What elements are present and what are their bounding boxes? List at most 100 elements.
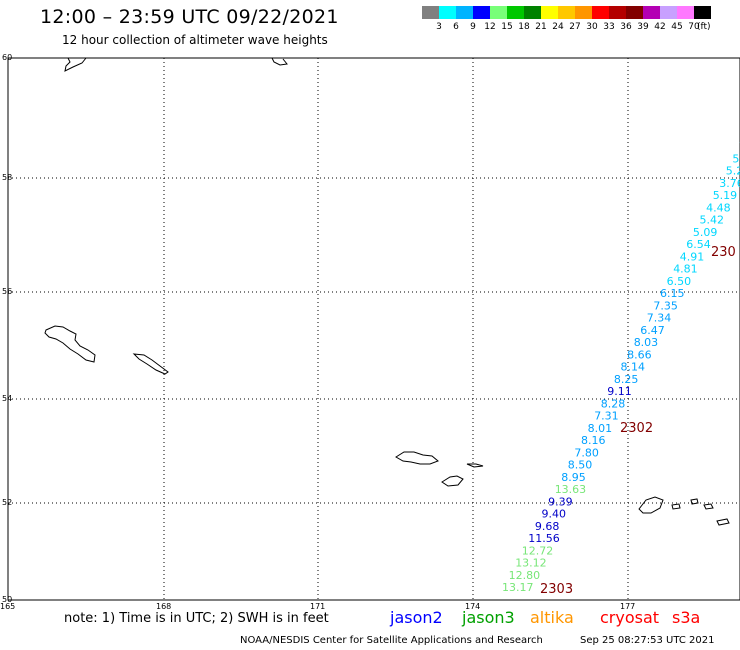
- colorbar-swatch: [575, 6, 592, 19]
- wave-height-value: 8.25: [614, 373, 639, 386]
- colorbar-unit: (ft): [697, 22, 711, 32]
- wave-height-value: 13.17: [502, 581, 534, 594]
- colorbar-label: 9: [470, 22, 476, 32]
- wave-height-value: 7.80: [574, 446, 599, 459]
- colorbar-label: 45: [671, 22, 683, 32]
- longitude-label: 168: [156, 602, 172, 611]
- colorbar-swatch: [439, 6, 456, 19]
- wave-height-value: 8.95: [561, 471, 586, 484]
- wave-height-value: 9.11: [607, 385, 632, 398]
- colorbar-swatch: [422, 6, 439, 19]
- colorbar-swatch: [473, 6, 490, 19]
- attu-island: [44, 325, 96, 363]
- wave-height-value: 9.39: [548, 495, 573, 508]
- wave-height-value: 9.68: [535, 520, 560, 533]
- wave-height-value: 4.48: [706, 201, 731, 214]
- page-title: 12:00 – 23:59 UTC 09/22/2021: [40, 6, 339, 28]
- colorbar-label: 27: [569, 22, 581, 32]
- wave-height-value: 13.63: [555, 483, 587, 496]
- wave-height-value: 8.66: [627, 348, 652, 361]
- colorbar-label: 18: [518, 22, 530, 32]
- kiska-island: [395, 451, 439, 465]
- wave-height-value: 8.03: [634, 336, 659, 349]
- latitude-label: 50: [2, 595, 13, 604]
- satellite-track: 7.5.5.203.765.194.485.425.096.544.914.81…: [502, 140, 740, 594]
- colorbar-label: 3: [436, 22, 442, 32]
- wave-height-value: 4.91: [680, 250, 705, 263]
- colorbar-label: 39: [637, 22, 649, 32]
- note-text: note: 1) Time is in UTC; 2) SWH is in fe…: [64, 611, 329, 626]
- atka-islet-4: [716, 518, 730, 526]
- colorbar-swatch: [643, 6, 660, 19]
- longitude-label: 171: [310, 602, 326, 611]
- generated-timestamp: Sep 25 08:27:53 UTC 2021: [580, 635, 715, 646]
- colorbar-swatch: [524, 6, 541, 19]
- colorbar-label: 15: [501, 22, 513, 32]
- colorbar-label: 12: [484, 22, 496, 32]
- colorbar-swatch: [507, 6, 524, 19]
- wave-height-value: 12.72: [522, 544, 554, 557]
- colorbar-label: 36: [620, 22, 632, 32]
- agattu-island: [132, 353, 169, 375]
- wave-height-value: 11.56: [528, 532, 560, 545]
- page-subtitle: 12 hour collection of altimeter wave hei…: [62, 33, 328, 47]
- satellite-name-jason3: jason3: [462, 608, 515, 627]
- colorbar-swatch: [660, 6, 677, 19]
- wave-height-value: 13.12: [515, 557, 547, 570]
- colorbar-label: 42: [654, 22, 666, 32]
- wave-height-value: 5.: [732, 152, 740, 165]
- colorbar-swatch: [456, 6, 473, 19]
- wave-height-value: 7.35: [653, 299, 678, 312]
- colorbar-label: 24: [552, 22, 564, 32]
- wave-height-value: 4.81: [673, 263, 698, 276]
- colorbar-swatch: [626, 6, 643, 19]
- latitude-label: 52: [2, 498, 13, 507]
- wave-height-value: 9.40: [542, 508, 567, 521]
- wave-height-value: 5.09: [693, 226, 718, 239]
- wave-height-value: 3.76: [719, 177, 740, 190]
- track-time-label: 2302: [620, 421, 653, 436]
- map-frame: [7, 57, 740, 601]
- atka-islet-2: [690, 498, 699, 505]
- colorbar-label: 30: [586, 22, 598, 32]
- latitude-label: 60: [2, 53, 13, 62]
- adak-island: [638, 496, 664, 514]
- wave-height-value: 5.19: [713, 189, 738, 202]
- longitude-label: 177: [620, 602, 636, 611]
- northern-coast-2: [271, 57, 288, 66]
- wave-height-value: 5.20: [726, 165, 740, 178]
- wave-height-value: 8.14: [621, 361, 646, 374]
- colorbar-swatch: [694, 6, 711, 19]
- wave-height-value: 8.16: [581, 434, 606, 447]
- satellite-name-jason2: jason2: [390, 608, 443, 627]
- wave-height-value: 8.28: [601, 397, 626, 410]
- colorbar-label: 70: [688, 22, 700, 32]
- wave-height-value: 8.50: [568, 459, 593, 472]
- wave-height-value: 5.42: [700, 214, 725, 227]
- track-time-label: 2303: [540, 582, 573, 597]
- atka-islet-1: [671, 503, 681, 510]
- latitude-label: 54: [2, 394, 13, 403]
- colorbar-swatch: [490, 6, 507, 19]
- wave-height-value: 8.01: [588, 422, 613, 435]
- wave-height-value: 7.31: [594, 410, 619, 423]
- northern-coast-1: [64, 57, 87, 72]
- colorbar-swatch: [609, 6, 626, 19]
- satellite-name-s3a: s3a: [672, 608, 701, 627]
- colorbar-swatch: [677, 6, 694, 19]
- latitude-label: 58: [2, 173, 13, 182]
- graticule: [8, 58, 740, 600]
- wave-height-value: 6.47: [640, 324, 665, 337]
- atka-islet-3: [703, 503, 714, 510]
- wave-height-value: 12.80: [509, 569, 540, 582]
- longitude-label: 174: [465, 602, 481, 611]
- amchitka-island: [441, 475, 464, 487]
- coastlines: [44, 57, 730, 526]
- wave-height-value: 7.34: [647, 312, 672, 325]
- colorbar-label: 6: [453, 22, 459, 32]
- colorbar-swatch: [558, 6, 575, 19]
- credit-text: NOAA/NESDIS Center for Satellite Applica…: [240, 635, 543, 646]
- colorbar-label: 21: [535, 22, 547, 32]
- satellite-name-cryosat: cryosat: [600, 608, 660, 627]
